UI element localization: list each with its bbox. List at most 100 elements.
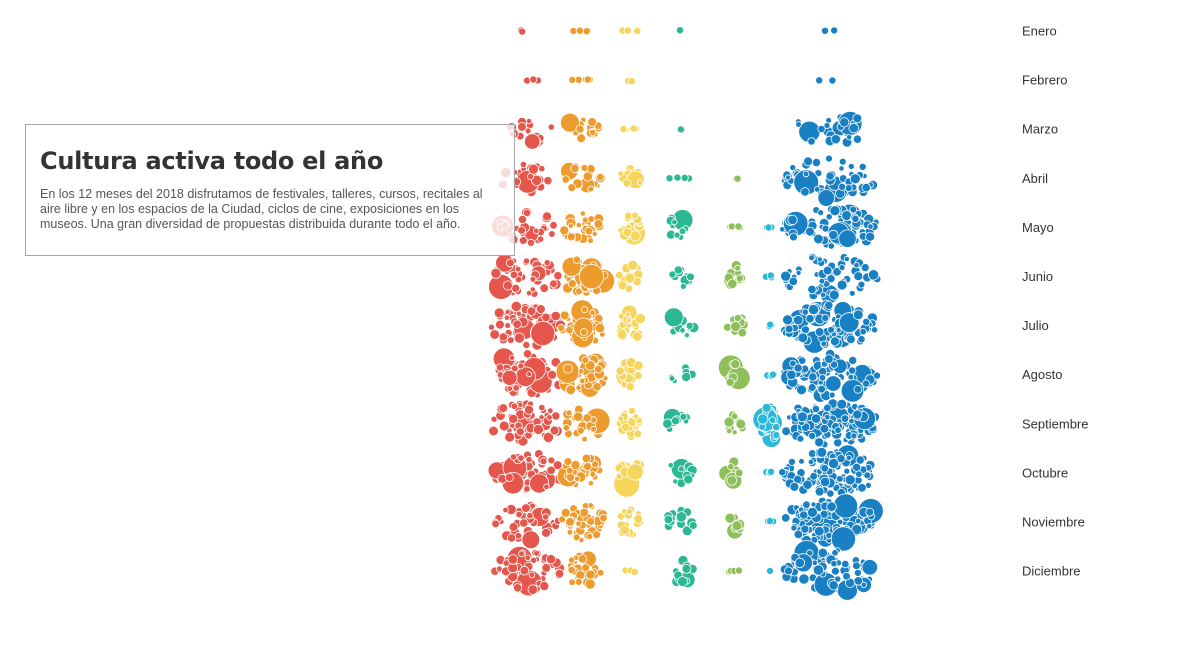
bubble-red bbox=[522, 340, 531, 349]
bubble-red bbox=[505, 258, 515, 268]
bubble-blue bbox=[814, 437, 825, 448]
bubble-blue bbox=[842, 571, 851, 581]
bubble-yellow bbox=[633, 429, 643, 439]
bubble-green bbox=[735, 418, 747, 430]
bubble-teal bbox=[688, 521, 698, 530]
bubble-blue bbox=[829, 205, 841, 217]
bubble-red bbox=[509, 453, 518, 461]
bubble-red bbox=[543, 176, 553, 186]
bubble-blue bbox=[853, 262, 860, 269]
month-label: Mayo bbox=[1022, 220, 1054, 235]
bubble-red bbox=[538, 414, 545, 421]
bubble-blue bbox=[807, 383, 817, 392]
bubble-teal bbox=[677, 465, 685, 473]
bubble-red bbox=[539, 283, 549, 293]
bubble-red bbox=[519, 565, 530, 576]
bubble-blue bbox=[814, 327, 825, 337]
bubble-blue bbox=[861, 379, 871, 388]
bubble-green bbox=[724, 512, 736, 524]
bubble-teal bbox=[676, 26, 685, 35]
bubble-orange bbox=[567, 222, 574, 229]
bubble-blue bbox=[866, 522, 873, 530]
bubble-blue bbox=[849, 205, 858, 214]
month-label: Enero bbox=[1022, 24, 1057, 39]
bubble-red bbox=[549, 221, 558, 230]
bubble-red bbox=[533, 550, 540, 557]
bubble-blue bbox=[830, 559, 838, 568]
bubble-red bbox=[526, 238, 535, 247]
bubble-blue bbox=[813, 525, 825, 537]
bubble-orange bbox=[581, 436, 588, 443]
bubble-red bbox=[541, 563, 551, 573]
bubble-red bbox=[508, 413, 519, 424]
bubble-orange bbox=[581, 563, 590, 572]
bubble-orange bbox=[578, 368, 585, 375]
bubble-blue bbox=[808, 254, 815, 262]
bubble-orange bbox=[567, 556, 576, 564]
bubble-teal bbox=[677, 576, 688, 587]
bubble-teal bbox=[681, 371, 692, 382]
bubble-blue bbox=[853, 576, 864, 586]
month-label: Noviembre bbox=[1022, 515, 1085, 530]
bubble-blue bbox=[805, 314, 815, 324]
bubble-blue bbox=[795, 269, 802, 276]
bubble-red bbox=[548, 230, 556, 238]
bubble-orange bbox=[557, 323, 566, 332]
bubble-blue bbox=[827, 457, 840, 470]
bubble-blue bbox=[851, 214, 860, 223]
bubble-red bbox=[529, 286, 536, 293]
bubble-blue bbox=[800, 187, 810, 197]
bubble-yellow bbox=[634, 313, 646, 325]
bubble-blue bbox=[826, 274, 836, 284]
bubble-yellow bbox=[636, 179, 644, 186]
bubble-yellow bbox=[627, 259, 639, 271]
bubble-yellow bbox=[625, 382, 635, 392]
bubble-blue bbox=[841, 210, 852, 221]
bubble-yellow bbox=[630, 568, 639, 577]
bubble-red bbox=[530, 556, 538, 564]
bubble-teal bbox=[679, 327, 686, 334]
bubble-red bbox=[542, 431, 555, 443]
bubble-yellow bbox=[633, 27, 642, 36]
bubble-orange bbox=[584, 578, 596, 590]
bubble-yellow bbox=[624, 272, 636, 284]
bubble-blue bbox=[801, 308, 809, 316]
bubble-green bbox=[726, 427, 733, 435]
bubble-blue bbox=[787, 214, 798, 226]
bubble-blue bbox=[836, 279, 848, 291]
bubble-orange bbox=[579, 210, 586, 217]
bubble-blue bbox=[821, 26, 830, 35]
bubble-red bbox=[515, 310, 522, 317]
month-label: Marzo bbox=[1022, 122, 1058, 137]
bubble-blue bbox=[862, 317, 871, 326]
bubble-cyan bbox=[764, 223, 773, 232]
bubble-red bbox=[515, 366, 536, 388]
bubble-red bbox=[507, 533, 517, 543]
bubble-red bbox=[498, 403, 509, 413]
bubble-blue bbox=[857, 280, 866, 289]
bubble-orange bbox=[576, 426, 585, 435]
bubble-blue bbox=[781, 513, 791, 523]
bubble-orange bbox=[581, 216, 589, 224]
bubble-blue bbox=[848, 289, 856, 297]
bubble-blue bbox=[813, 233, 824, 245]
bubble-orange bbox=[565, 472, 576, 482]
bubble-cyan bbox=[765, 517, 774, 526]
bubble-orange bbox=[589, 471, 597, 478]
bubble-blue bbox=[852, 134, 863, 144]
bubble-orange bbox=[560, 507, 571, 518]
bubble-yellow bbox=[625, 317, 632, 324]
bubble-blue bbox=[820, 464, 829, 473]
bubble-red bbox=[490, 267, 502, 279]
bubble-orange bbox=[590, 425, 597, 433]
bubble-blue bbox=[824, 300, 834, 310]
bubble-green bbox=[733, 174, 742, 183]
bubble-yellow bbox=[633, 360, 644, 371]
bubble-orange bbox=[572, 533, 581, 542]
bubble-blue bbox=[835, 327, 842, 334]
bubble-red bbox=[541, 528, 551, 538]
bubble-orange bbox=[587, 502, 594, 509]
bubble-blue bbox=[820, 291, 827, 299]
bubble-cyan bbox=[772, 422, 781, 432]
